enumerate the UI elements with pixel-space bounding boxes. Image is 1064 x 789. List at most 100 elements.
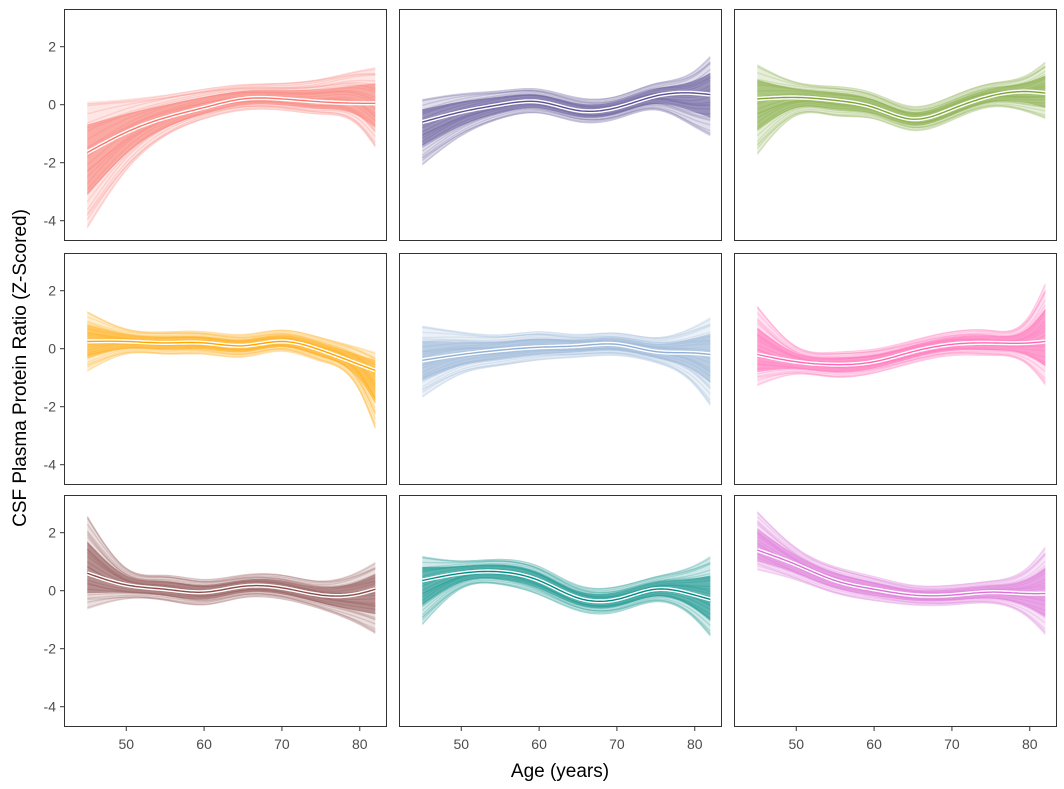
uncertainty-band <box>87 515 376 635</box>
mean-trend-line <box>422 92 711 123</box>
sample-trajectory <box>422 323 711 339</box>
sample-trajectory <box>421 108 711 165</box>
panel-border <box>734 253 1057 485</box>
sample-trajectory <box>87 68 376 105</box>
panel-border <box>399 9 722 241</box>
sample-trajectory <box>86 107 376 220</box>
sample-trajectory <box>756 104 1046 146</box>
sample-trajectory <box>422 57 711 101</box>
sample-trajectory <box>756 103 1046 145</box>
y-tick-label: 2 <box>48 283 56 299</box>
sample-trajectory <box>422 560 711 592</box>
sample-trajectory <box>87 79 376 126</box>
x-tick-label: 60 <box>531 736 547 752</box>
sample-trajectory <box>421 353 711 404</box>
facet-panel <box>734 495 1057 727</box>
facet-panel <box>734 253 1057 485</box>
sample-trajectory <box>422 324 711 340</box>
sample-trajectory <box>422 557 711 590</box>
sample-trajectory <box>87 593 376 625</box>
x-tick-label: 50 <box>453 736 469 752</box>
sample-trajectory <box>87 320 376 361</box>
sample-trajectory <box>421 354 711 405</box>
facet-panel <box>64 495 387 727</box>
mean-trend-line <box>757 340 1046 366</box>
sample-trajectory <box>422 556 711 590</box>
sample-trajectory <box>87 73 376 115</box>
sample-trajectory <box>422 331 711 343</box>
sample-trajectory <box>87 316 376 360</box>
panels-layer <box>64 9 1057 727</box>
y-tick-label: 0 <box>48 97 56 113</box>
y-tick-label: 0 <box>48 583 56 599</box>
panel-plot-area <box>756 282 1046 387</box>
sample-trajectory <box>756 521 1046 590</box>
core-band <box>87 541 376 614</box>
facet-panel <box>399 253 722 485</box>
sample-trajectory <box>87 74 376 124</box>
sample-trajectory <box>756 290 1046 355</box>
sample-trajectory <box>87 348 376 425</box>
x-tick-label: 70 <box>944 736 960 752</box>
sample-trajectory <box>87 321 376 366</box>
sample-trajectory <box>756 62 1046 108</box>
sample-trajectory <box>86 530 376 586</box>
panel-border <box>734 9 1057 241</box>
sample-trajectory <box>756 299 1046 358</box>
facet-panel <box>64 9 387 241</box>
x-tick-label: 70 <box>274 736 290 752</box>
x-tick-label: 70 <box>609 736 625 752</box>
facet-panel <box>399 495 722 727</box>
mean-trend-line <box>757 90 1046 120</box>
sample-trajectory <box>757 350 1046 375</box>
sample-trajectory <box>422 335 711 344</box>
sample-trajectory <box>757 562 1046 624</box>
sample-trajectory <box>757 66 1046 111</box>
sample-trajectory <box>422 560 711 594</box>
core-band <box>87 83 376 195</box>
x-tick-label: 60 <box>196 736 212 752</box>
panel-border <box>64 9 387 241</box>
sample-trajectory <box>86 105 376 216</box>
sample-trajectory <box>86 534 376 588</box>
sample-trajectory <box>421 107 711 161</box>
sample-trajectory <box>421 579 711 626</box>
sample-trajectory <box>756 101 1046 142</box>
y-tick-label: 0 <box>48 341 56 357</box>
y-tick-label: -2 <box>44 155 57 171</box>
mean-trend-line <box>422 343 711 361</box>
sample-trajectory <box>757 352 1046 380</box>
panel-border <box>399 253 722 485</box>
y-tick-label: -2 <box>44 641 57 657</box>
panel-plot-area <box>421 316 711 407</box>
sample-trajectory <box>422 562 711 594</box>
sample-trajectory <box>422 318 711 339</box>
sample-trajectory <box>757 70 1046 111</box>
sample-trajectory <box>757 568 1046 635</box>
sample-trajectory <box>756 304 1046 359</box>
y-tick-label: -4 <box>44 699 57 715</box>
sample-trajectory <box>87 322 376 370</box>
sample-trajectory <box>86 105 376 215</box>
sample-trajectory <box>757 352 1046 383</box>
y-tick-label: -4 <box>44 213 57 229</box>
panel-border <box>399 495 722 727</box>
x-tick-label: 60 <box>866 736 882 752</box>
x-tick-labels: 50 60 70 80 50 60 70 80 50 60 70 80 <box>118 727 1038 752</box>
sample-trajectory <box>421 581 711 632</box>
mean-trend-line <box>87 340 376 372</box>
sample-trajectory <box>86 523 376 584</box>
facet-panel <box>399 9 722 241</box>
sample-trajectory <box>757 563 1046 630</box>
mean-trend-line <box>757 549 1046 597</box>
panel-plot-area <box>421 555 711 638</box>
sample-trajectory <box>87 349 376 427</box>
sample-trajectory <box>756 512 1046 588</box>
sample-trajectory <box>756 511 1046 587</box>
sample-trajectory <box>422 63 711 111</box>
x-tick-label: 50 <box>118 736 134 752</box>
panel-plot-area <box>421 55 711 166</box>
sample-trajectory <box>421 106 711 158</box>
